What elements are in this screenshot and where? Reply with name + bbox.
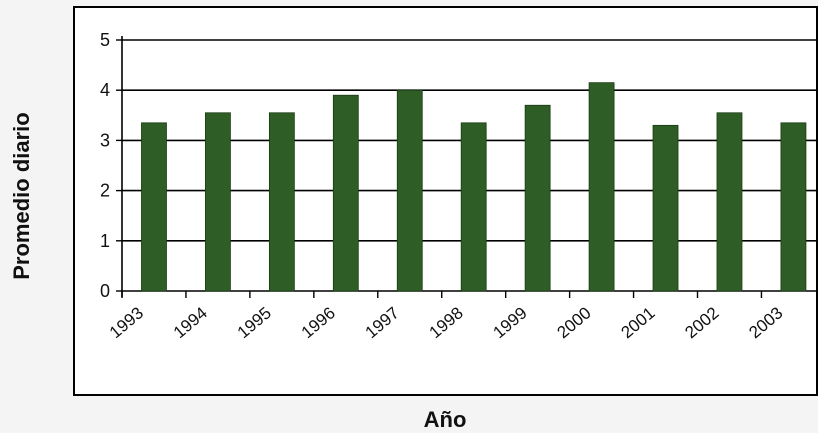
x-tick-label: 1996 xyxy=(298,303,339,342)
y-tick-label: 2 xyxy=(100,181,110,201)
bar xyxy=(268,112,295,292)
bar xyxy=(332,94,359,292)
bar xyxy=(396,89,423,292)
x-tick-label: 1995 xyxy=(234,303,275,342)
x-tick-label: 1998 xyxy=(426,303,467,342)
bar xyxy=(460,122,487,292)
x-tick-label: 2002 xyxy=(681,303,722,342)
x-tick-label: 1994 xyxy=(170,303,211,342)
y-tick-label: 1 xyxy=(100,231,110,251)
x-tick-label: 2003 xyxy=(745,303,786,342)
x-tick-label: 1993 xyxy=(106,303,147,342)
bar xyxy=(141,122,167,292)
y-tick-label: 0 xyxy=(100,281,110,301)
bar xyxy=(652,124,679,292)
y-tick-label: 5 xyxy=(100,30,110,50)
bar xyxy=(780,122,807,292)
y-tick-label: 3 xyxy=(100,130,110,150)
x-axis-label: Año xyxy=(423,407,467,432)
y-tick-label: 4 xyxy=(100,80,110,100)
bar xyxy=(588,82,615,292)
bar xyxy=(716,112,743,292)
bar xyxy=(524,104,551,292)
bar xyxy=(205,112,231,292)
y-axis-label: Promedio diario xyxy=(9,112,34,280)
x-tick-label: 1999 xyxy=(490,303,531,342)
x-tick-label: 2000 xyxy=(553,303,594,342)
x-tick-label: 2001 xyxy=(617,303,658,342)
x-tick-label: 1997 xyxy=(362,303,403,342)
chart-frame xyxy=(73,6,818,396)
